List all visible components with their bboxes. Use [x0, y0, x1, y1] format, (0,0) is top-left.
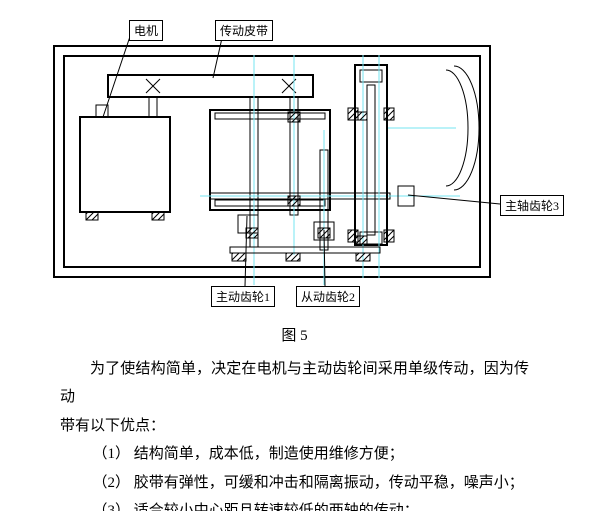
figure-number: 图 5 [0, 322, 589, 351]
caption-area: 图 5 为了使结构简单，决定在电机与主动齿轮间采用单级传动，因为传动 带有以下优… [0, 320, 589, 511]
point-1: （1） 结构简单，成本低，制造使用维修方便； [100, 440, 589, 469]
label-gear3: 主轴齿轮3 [500, 195, 564, 216]
leader-lines [103, 37, 500, 287]
belt [108, 75, 313, 97]
flywheel [454, 66, 479, 190]
spindle [355, 65, 387, 245]
label-motor: 电机 [129, 20, 163, 41]
schematic-svg [0, 0, 589, 320]
bearings [246, 112, 367, 244]
point-3: （3） 适合较小中心距且转速较低的两轴的传动； [100, 497, 589, 511]
intro-line-2: 带有以下优点： [0, 412, 589, 441]
label-belt: 传动皮带 [215, 20, 273, 41]
motor-block [80, 117, 170, 212]
schematic-figure: 电机 传动皮带主动齿轮1 从动齿轮2 主轴齿轮3 [0, 0, 589, 320]
label-gear2: 从动齿轮2 [296, 286, 360, 307]
point-list: （1） 结构简单，成本低，制造使用维修方便；（2） 胶带有弹性，可缓和冲击和隔离… [0, 440, 589, 511]
gearbox [210, 110, 330, 210]
intro-line-1: 为了使结构简单，决定在电机与主动齿轮间采用单级传动，因为传动 [0, 355, 589, 412]
pulley-1 [146, 79, 160, 93]
point-2: （2） 胶带有弹性，可缓和冲击和隔离振动，传动平稳，噪声小； [100, 469, 589, 498]
label-gear1: 主动齿轮1 [211, 286, 275, 307]
